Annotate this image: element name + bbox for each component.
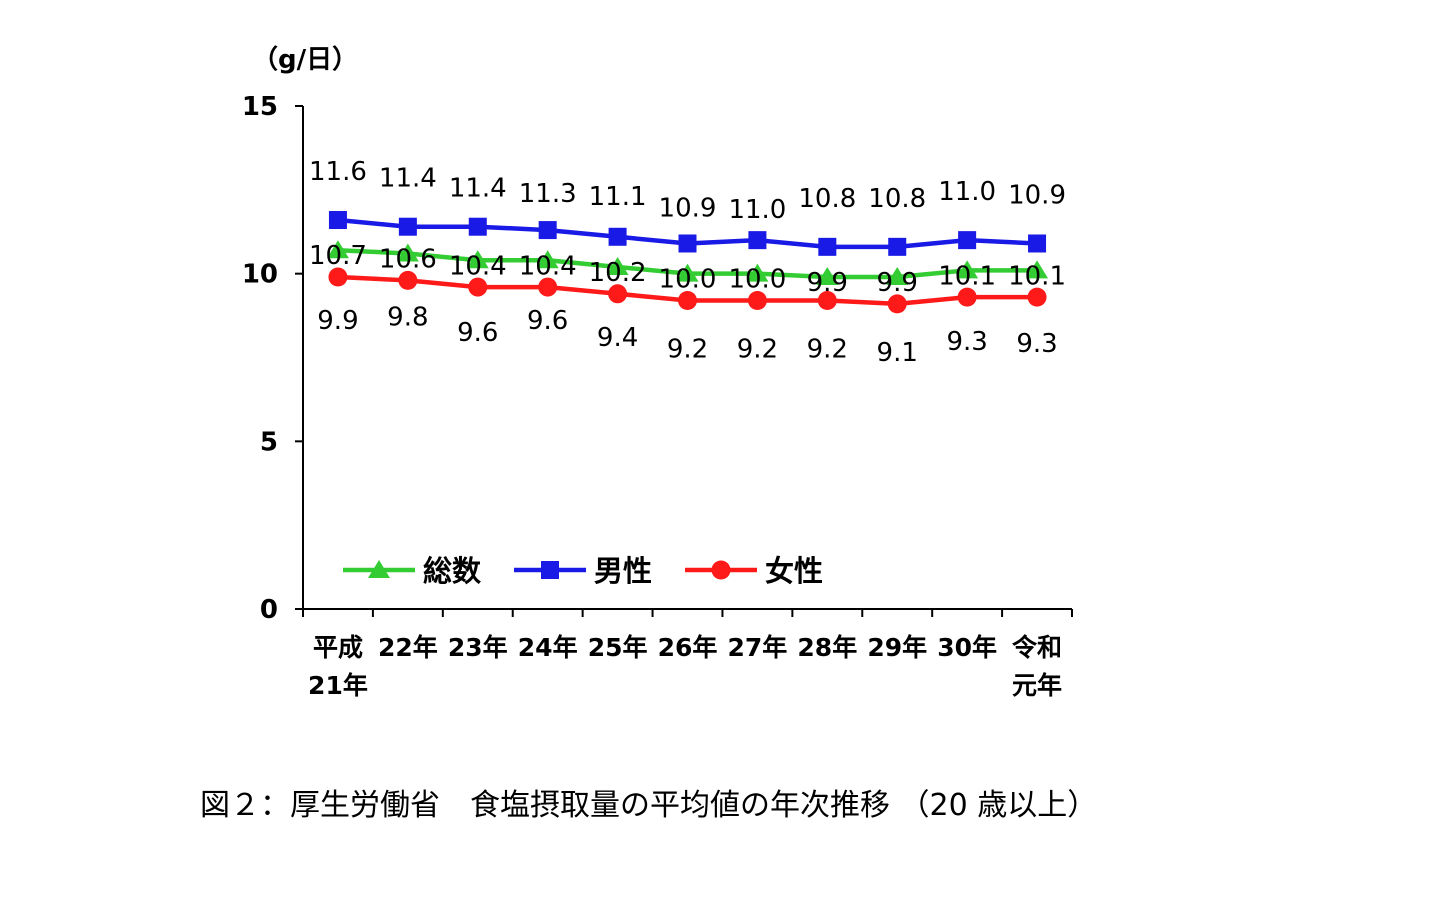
data-label-circle: 9.6 <box>527 306 568 336</box>
data-label-circle: 9.2 <box>667 334 708 364</box>
data-point-square <box>958 231 977 250</box>
x-tick-label: 28年 <box>797 633 857 662</box>
data-point-triangle <box>1026 260 1049 279</box>
data-label-triangle: 9.9 <box>877 268 918 298</box>
data-label-triangle: 10.1 <box>938 261 996 291</box>
data-point-triangle <box>606 256 629 275</box>
data-point-triangle <box>676 263 699 282</box>
data-label-triangle: 10.4 <box>449 251 507 281</box>
data-point-circle <box>328 267 348 287</box>
data-label-circle: 9.3 <box>1016 329 1057 359</box>
x-tick-label: 26年 <box>658 633 718 662</box>
x-tick-label: 30年 <box>937 633 997 662</box>
legend-marker-circle <box>711 560 731 580</box>
data-label-triangle: 10.4 <box>519 251 577 281</box>
data-label-square: 11.4 <box>379 164 437 194</box>
data-point-square <box>538 221 557 240</box>
data-label-triangle: 10.0 <box>659 265 717 295</box>
data-point-square <box>328 211 347 230</box>
data-label-triangle: 10.2 <box>589 258 647 288</box>
data-point-triangle <box>816 267 839 286</box>
data-point-circle <box>887 294 907 314</box>
data-label-triangle: 10.0 <box>728 265 786 295</box>
data-label-square: 11.0 <box>728 195 786 225</box>
data-label-square: 11.3 <box>519 179 577 209</box>
data-point-circle <box>678 290 697 310</box>
data-point-square <box>468 217 487 236</box>
data-label-square: 11.4 <box>449 174 507 204</box>
data-point-triangle <box>886 267 909 286</box>
data-point-triangle <box>956 260 979 279</box>
data-point-circle <box>817 290 837 310</box>
x-tick-label: 27年 <box>728 633 788 662</box>
legend-label-triangle: 総数 <box>423 554 482 588</box>
x-tick-label: 29年 <box>867 633 927 662</box>
data-point-square <box>1028 234 1047 253</box>
data-label-square: 11.1 <box>589 182 647 212</box>
data-point-square <box>818 237 837 256</box>
data-label-circle: 9.6 <box>457 318 498 348</box>
legend-marker-triangle <box>368 560 390 578</box>
data-label-triangle: 10.6 <box>379 245 437 275</box>
data-label-triangle: 10.7 <box>309 241 367 271</box>
data-label-circle: 9.4 <box>597 323 638 353</box>
x-tick-label: 25年 <box>588 633 648 662</box>
data-label-circle: 9.2 <box>737 334 778 364</box>
legend-label-square: 男性 <box>594 554 652 588</box>
data-point-circle <box>608 284 628 304</box>
x-tick-label: 22年 <box>378 633 438 662</box>
x-tick-label: 24年 <box>518 633 578 662</box>
data-point-triangle <box>396 243 419 262</box>
data-point-circle <box>1027 287 1047 307</box>
line-chart: （g/日） 0 5 10 15 平成 21年 22年 23年 24年 25年 26年 27年 28年 29年… <box>242 45 1073 700</box>
data-label-circle: 9.2 <box>807 334 848 364</box>
data-label-square: 11.6 <box>309 157 367 187</box>
data-point-triangle <box>746 263 769 282</box>
data-label-circle: 9.8 <box>387 302 428 332</box>
data-point-triangle <box>326 240 349 259</box>
x-tick-label: 元年 <box>1012 671 1062 700</box>
legend-marker-square <box>541 561 559 579</box>
data-label-triangle: 10.1 <box>1008 261 1066 291</box>
y-tick-label: 15 <box>242 92 278 122</box>
data-point-circle <box>468 277 488 297</box>
x-tick-label: 平成 <box>313 633 363 662</box>
data-point-square <box>748 231 767 250</box>
data-point-triangle <box>466 250 489 269</box>
data-label-square: 10.8 <box>868 184 926 214</box>
data-label-square: 11.0 <box>938 177 996 207</box>
data-label-triangle: 9.9 <box>807 268 848 298</box>
data-point-circle <box>398 270 418 290</box>
y-tick-label: 0 <box>260 595 278 625</box>
legend-label-circle: 女性 <box>765 554 823 588</box>
data-label-square: 10.9 <box>659 193 717 223</box>
data-label-square: 10.9 <box>1008 180 1066 210</box>
data-label-circle: 9.3 <box>946 327 987 357</box>
figure-caption: 図２：厚生労働省 食塩摂取量の平均値の年次推移 （20 歳以上） <box>200 788 1098 823</box>
data-point-circle <box>957 287 977 307</box>
data-point-square <box>608 227 627 246</box>
data-label-circle: 9.9 <box>317 306 358 336</box>
data-point-circle <box>538 277 558 297</box>
data-point-circle <box>747 290 767 310</box>
y-tick-label: 10 <box>242 260 278 290</box>
y-unit-label: （g/日） <box>252 45 358 75</box>
data-point-triangle <box>536 250 559 269</box>
x-tick-label: 令和 <box>1012 633 1062 662</box>
data-point-square <box>398 217 417 236</box>
x-tick-label: 23年 <box>448 633 508 662</box>
data-point-square <box>678 234 697 253</box>
data-label-square: 10.8 <box>798 184 856 214</box>
x-tick-label: 21年 <box>308 671 368 700</box>
data-label-circle: 9.1 <box>877 338 918 368</box>
data-point-square <box>888 237 907 256</box>
y-tick-label: 5 <box>260 427 278 457</box>
